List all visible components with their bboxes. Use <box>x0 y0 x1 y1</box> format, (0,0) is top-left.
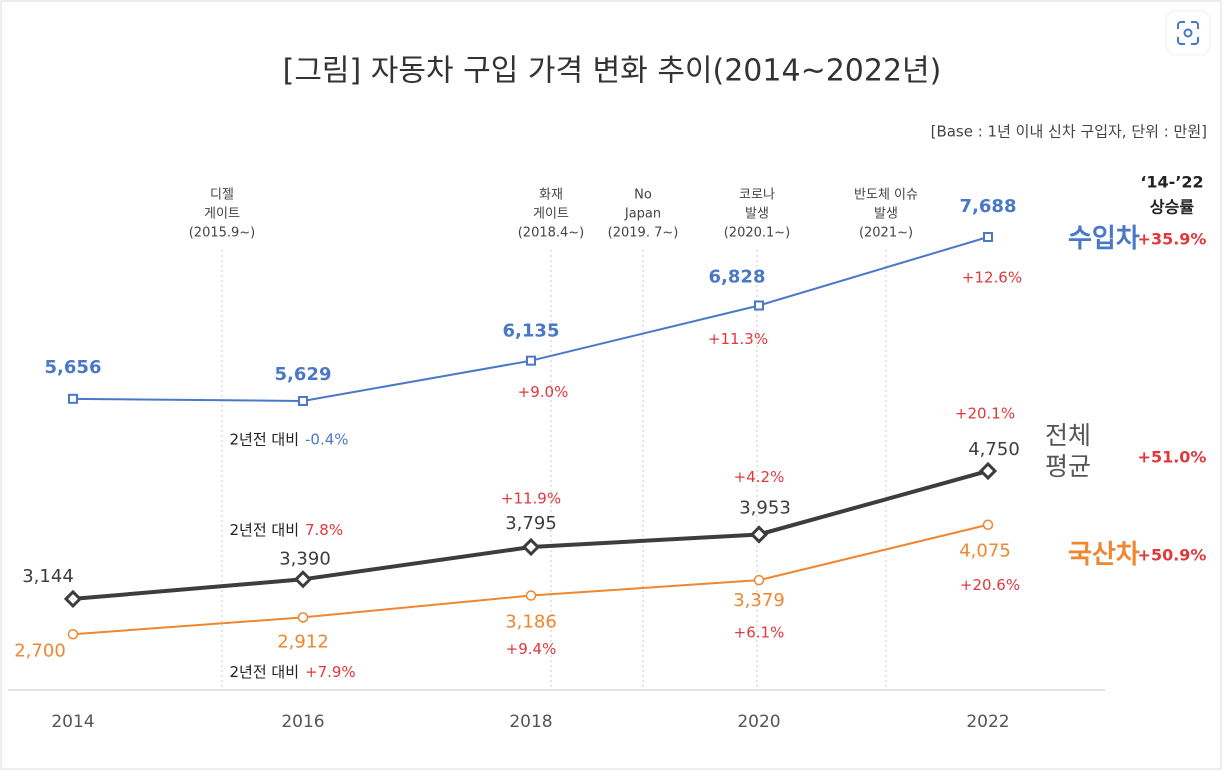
event-label: Japan <box>624 207 661 222</box>
growth-value: +51.0% <box>1138 448 1207 467</box>
event-label: 게이트 <box>533 207 569 222</box>
event-label: (2021~) <box>859 226 913 241</box>
value-label: 3,186 <box>505 612 557 633</box>
subtitle: [Base : 1년 이내 신차 구입자, 단위 : 만원] <box>931 123 1207 141</box>
marker <box>63 589 83 609</box>
marker <box>297 612 309 623</box>
value-label: 3,795 <box>505 513 557 534</box>
event-label: (2015.9~) <box>189 226 256 241</box>
value-label: 4,075 <box>959 541 1011 562</box>
change-label: +7.9% <box>305 663 356 681</box>
growth-value: +50.9% <box>1138 546 1207 565</box>
event-label: 발생 <box>874 207 898 222</box>
change-label: -0.4% <box>305 430 349 448</box>
marker <box>521 537 541 557</box>
marker <box>982 519 994 530</box>
marker <box>749 525 769 544</box>
x-tick-label: 2014 <box>51 712 94 732</box>
event-label: (2019. 7~) <box>608 226 679 241</box>
value-label: 5,629 <box>275 364 332 385</box>
change-label: +20.1% <box>955 404 1015 422</box>
marker <box>298 395 308 406</box>
lens-icon[interactable] <box>1165 10 1211 56</box>
value-label: 3,144 <box>22 566 74 587</box>
marker <box>753 574 765 586</box>
change-label: +9.4% <box>506 640 557 658</box>
series-line <box>72 236 989 402</box>
marker <box>983 231 993 242</box>
change-label: +20.6% <box>960 576 1020 594</box>
event-label: No <box>634 188 652 203</box>
marker <box>754 300 764 311</box>
icon-dot[interactable] <box>1183 28 1193 38</box>
change-label: +11.9% <box>501 490 561 508</box>
change-label: +11.3% <box>708 330 768 348</box>
event-label: 반도체 이슈 <box>854 188 918 203</box>
legend-entry: 전체 평균 <box>1044 421 1091 481</box>
marker <box>68 393 78 404</box>
marker <box>293 570 313 589</box>
marker <box>978 461 998 481</box>
event-label: (2018.4~) <box>518 226 585 241</box>
value-label: 5,656 <box>45 357 102 378</box>
growth-header: 상승률 <box>1150 198 1194 217</box>
value-label: 4,750 <box>968 439 1020 460</box>
value-label: 3,953 <box>739 497 791 518</box>
change-prefix: 2년전 대비 <box>229 430 299 448</box>
value-label: 7,688 <box>960 196 1017 217</box>
change-prefix: 2년전 대비 <box>229 663 299 681</box>
value-label: 2,700 <box>14 640 66 661</box>
change-label: +4.2% <box>734 468 785 486</box>
change-label: +12.6% <box>962 268 1022 286</box>
growth-header: ‘14-’22 <box>1140 173 1203 192</box>
value-label: 6,135 <box>503 321 560 342</box>
growth-value: +35.9% <box>1138 230 1207 249</box>
x-tick-label: 2022 <box>966 712 1009 732</box>
legend-entry: 수입차 <box>1068 224 1140 254</box>
event-label: (2020.1~) <box>724 226 791 241</box>
value-label: 6,828 <box>709 266 766 287</box>
icon-corners[interactable] <box>1177 21 1199 45</box>
event-label: 화재 <box>539 188 563 203</box>
value-label: 2,912 <box>277 631 329 652</box>
chart-title: [그림] 자동차 구입 가격 변화 추이(2014~2022년) <box>283 54 942 89</box>
change-prefix: 2년전 대비 <box>229 521 299 539</box>
x-tick-label: 2018 <box>509 712 552 732</box>
x-tick-label: 2020 <box>737 712 780 732</box>
event-label: 게이트 <box>204 207 240 222</box>
icon-bg[interactable] <box>1165 10 1211 56</box>
change-label: 7.8% <box>305 521 343 539</box>
legend-entry: 국산차 <box>1068 540 1140 570</box>
event-label: 코로나 <box>739 188 775 203</box>
marker <box>525 590 537 601</box>
change-label: +6.1% <box>734 624 785 642</box>
change-label: +9.0% <box>518 383 569 401</box>
event-label: 디젤 <box>210 188 234 203</box>
value-label: 3,390 <box>279 548 331 569</box>
x-tick-label: 2016 <box>281 712 324 732</box>
marker <box>526 355 536 366</box>
event-label: 발생 <box>745 207 769 222</box>
marker <box>67 629 79 640</box>
value-label: 3,379 <box>733 590 785 611</box>
